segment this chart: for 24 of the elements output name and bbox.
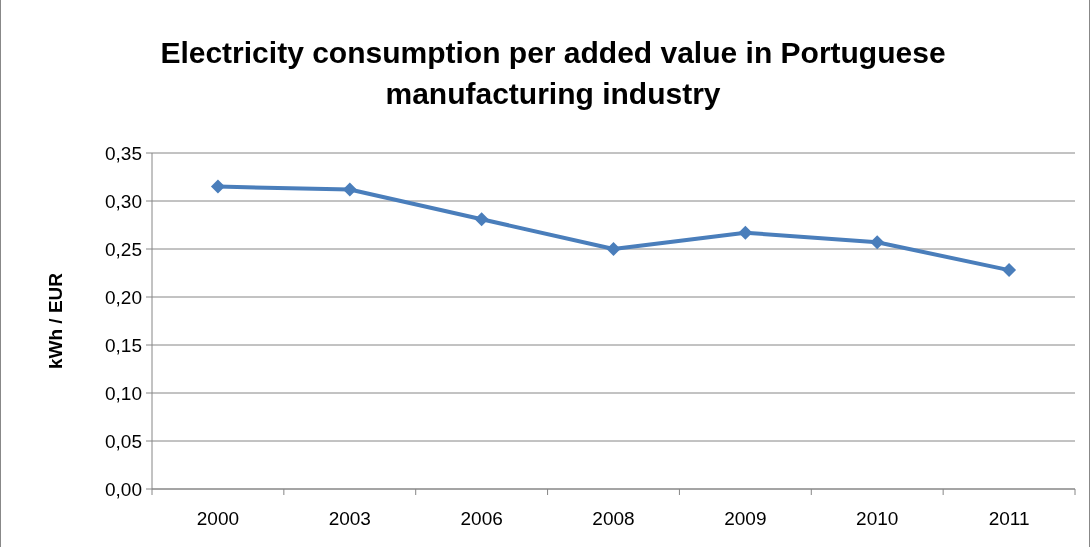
- y-axis-title: kWh / EUR: [45, 272, 66, 370]
- x-tick-label: 2010: [856, 508, 899, 529]
- y-tick-label: 0,30: [105, 190, 142, 212]
- x-tick-label: 2003: [328, 508, 371, 529]
- x-tick-label: 2011: [988, 508, 1030, 529]
- y-tick-label: 0,05: [105, 430, 142, 452]
- y-tick-label: 0,00: [105, 478, 142, 500]
- x-tick-label: 2000: [196, 508, 240, 529]
- chart-title: Electricity consumption per added value in Portuguese manufacturing industry: [160, 36, 946, 110]
- y-tick-label: 0,10: [105, 382, 142, 404]
- point: [210, 179, 225, 194]
- y-tick-label: 0,20: [105, 286, 142, 308]
- x-tick-label: 2006: [460, 508, 503, 529]
- point: [474, 212, 489, 227]
- y-tick-label: 0,35: [105, 142, 142, 164]
- point: [342, 182, 357, 197]
- point: [606, 242, 621, 256]
- point: [870, 235, 885, 250]
- point: [1002, 263, 1017, 278]
- y-tick-label: 0,25: [105, 238, 142, 260]
- y-tick-label: 0,15: [105, 334, 142, 356]
- x-tick-label: 2009: [724, 508, 767, 529]
- x-tick-label: 2008: [592, 508, 635, 529]
- point: [738, 225, 753, 240]
